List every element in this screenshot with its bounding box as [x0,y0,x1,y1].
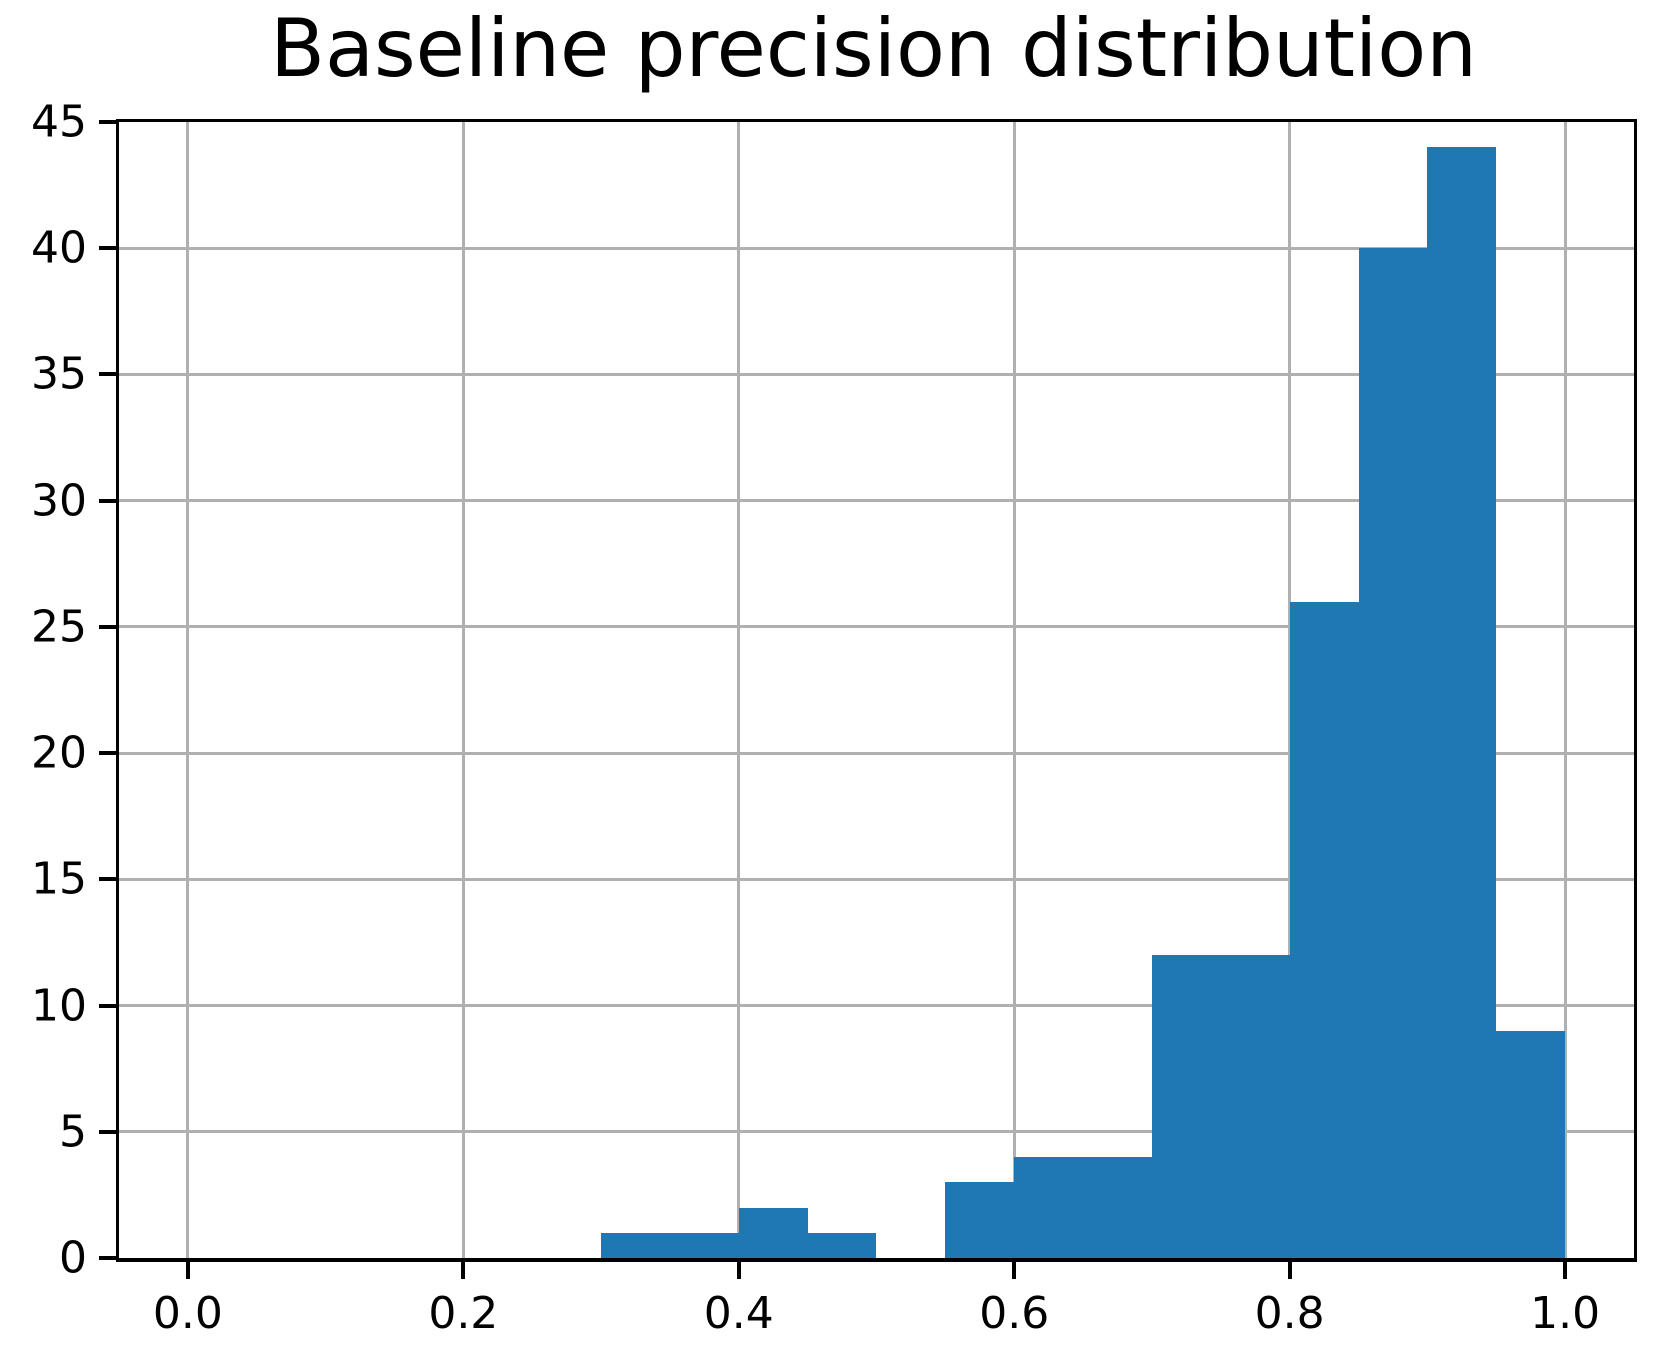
horizontal-gridline [119,372,1634,376]
y-tick-mark [99,1256,116,1260]
y-tick-mark [99,498,116,503]
x-tick-mark [185,1262,190,1279]
y-tick-label: 5 [59,1106,87,1158]
histogram-bar [1014,1157,1084,1258]
y-tick-mark [99,1003,116,1008]
y-tick-label: 40 [31,222,87,274]
x-tick-label: 0.4 [703,1288,774,1339]
plot-area: 0.0 0.2 0.4 0.6 0.8 1.0 0 5 10 15 20 25 30 35 40 45 [31,97,1637,1339]
y-tick-mark [99,120,116,124]
y-tick-label: 20 [31,727,87,779]
histogram-bar [1427,147,1497,1258]
chart-title: Baseline precision distribution [270,2,1477,95]
histogram-bar [669,1232,739,1258]
vertical-gridline [737,122,741,1258]
y-tick-label: 35 [31,348,87,400]
x-tick-label: 1.0 [1530,1288,1601,1339]
y-tick-label: 45 [31,96,87,148]
histogram-bar [1358,248,1428,1258]
vertical-gridline [461,122,465,1258]
horizontal-gridline [119,1004,1634,1008]
x-tick-mark [736,1262,741,1279]
horizontal-gridline [119,1130,1634,1134]
y-tick-mark [99,624,116,629]
horizontal-gridline [119,499,1634,503]
histogram-bar [807,1232,877,1258]
y-tick-label: 15 [31,853,87,905]
histogram-bar [1289,601,1359,1258]
y-tick-mark [99,1129,116,1134]
vertical-gridline [1012,122,1016,1258]
x-tick-mark [1012,1262,1017,1279]
x-tick-label: 0.2 [428,1288,499,1339]
x-tick-label: 0.8 [1254,1288,1325,1339]
horizontal-gridline [119,625,1634,629]
histogram-bar [738,1207,808,1258]
x-tick-label: 0.6 [979,1288,1050,1339]
y-tick-mark [99,877,116,882]
y-tick-label: 30 [31,475,87,527]
horizontal-gridline [119,246,1634,250]
y-tick-mark [99,246,116,251]
vertical-gridline [1563,122,1567,1258]
x-tick-mark [1287,1262,1292,1279]
y-tick-mark [99,751,116,756]
histogram-bar [1151,955,1221,1258]
histogram-bar [945,1182,1015,1258]
x-tick-mark [461,1262,466,1279]
x-tick-mark [1563,1262,1568,1279]
y-tick-mark [99,372,116,377]
horizontal-gridline [119,877,1634,881]
histogram-bar [1220,955,1290,1258]
histogram-bar [1496,1030,1566,1258]
y-tick-label: 25 [31,601,87,653]
y-tick-label: 10 [31,980,87,1032]
y-tick-label: 0 [59,1232,87,1284]
x-tick-label: 0.0 [152,1288,223,1339]
horizontal-gridline [119,751,1634,755]
histogram-bar [1083,1157,1152,1258]
histogram-bar [601,1232,670,1258]
vertical-gridline [186,122,190,1258]
